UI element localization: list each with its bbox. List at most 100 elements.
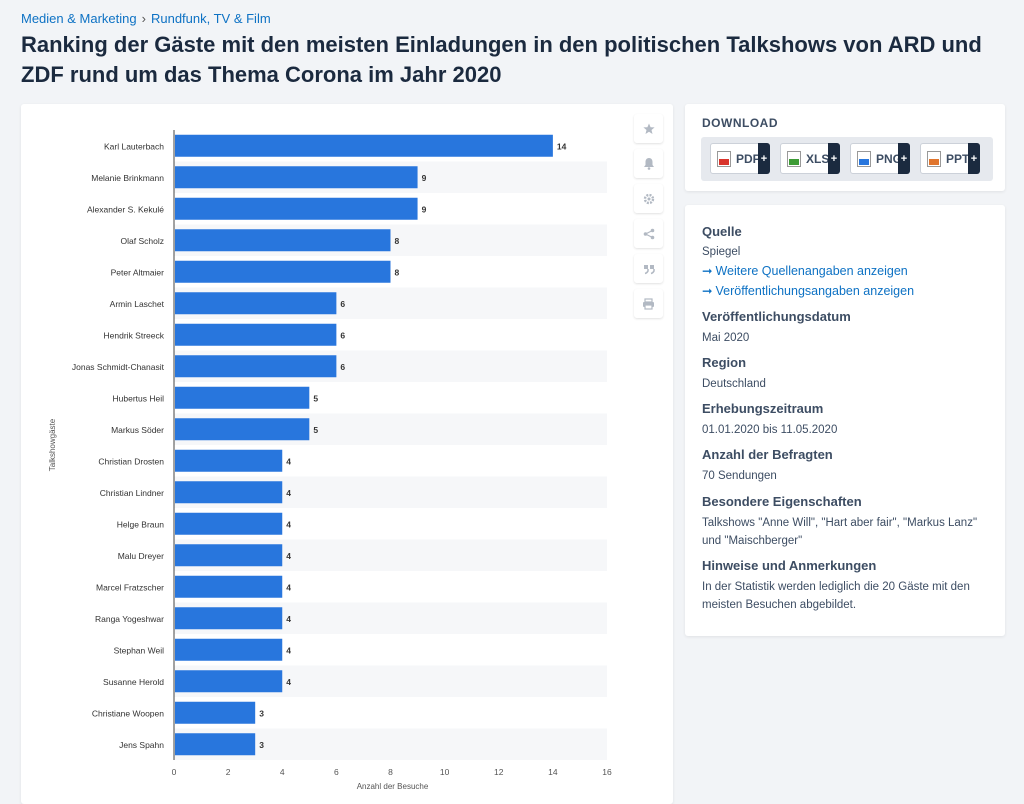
bar [175,638,283,661]
bar [175,292,337,315]
category-label: Jonas Schmidt-Chanasit [72,362,165,372]
category-label: Malu Dreyer [118,551,164,561]
category-label: Melanie Brinkmann [91,173,164,183]
category-label: Hubertus Heil [113,393,165,403]
favorite-button[interactable] [634,114,663,143]
data-label: 6 [340,362,345,372]
bar [175,386,310,409]
plus-icon: + [968,143,980,174]
region-section: Region Deutschland [702,354,992,393]
bell-icon [643,158,654,170]
data-label: 4 [286,582,291,592]
data-label: 4 [286,614,291,624]
download-png-button[interactable]: PNG + [850,143,910,174]
data-label: 4 [286,645,291,655]
special-properties-value: Talkshows "Anne Will", "Hart aber fair",… [702,517,978,547]
download-pdf-button[interactable]: PDF + [710,143,770,174]
settings-button[interactable] [634,184,663,213]
category-label: Hendrik Streeck [104,330,165,340]
category-label: Ranga Yogeshwar [95,614,164,624]
bar [175,575,283,598]
bar [175,607,283,630]
plus-icon: + [828,143,840,174]
category-label: Helge Braun [117,519,165,529]
bar [175,670,283,693]
survey-period-value: 01.01.2020 bis 11.05.2020 [702,424,838,436]
data-label: 5 [313,425,318,435]
x-tick-label: 0 [172,767,177,777]
category-label: Christiane Woopen [92,708,164,718]
download-ppt-button[interactable]: PPT + [920,143,980,174]
bar [175,166,418,189]
x-tick-label: 4 [280,767,285,777]
breadcrumb-item-rundfunk[interactable]: Rundfunk, TV & Film [150,11,271,26]
share-button[interactable] [634,219,663,248]
region-value: Deutschland [702,378,766,390]
breadcrumb-separator: › [141,11,146,26]
pdf-file-icon [717,150,731,167]
data-label: 3 [259,740,264,750]
y-axis-title: Talkshowgäste [48,418,57,471]
category-label: Jens Spahn [119,740,164,750]
download-xls-label: XLS [806,151,830,166]
star-icon [642,123,655,134]
category-label: Markus Söder [111,425,164,435]
data-label: 8 [395,267,400,277]
more-sources-link[interactable]: ➞ Weitere Quellenangaben anzeigen [702,261,992,281]
notes-value: In der Statistik werden lediglich die 20… [702,581,970,611]
data-label: 14 [557,141,567,151]
x-tick-label: 10 [440,767,450,777]
respondents-value: 70 Sendungen [702,470,777,482]
respondents-section: Anzahl der Befragten 70 Sendungen [702,446,992,485]
ppt-file-icon [927,150,941,167]
download-card: DOWNLOAD PDF + XLS + PNG + PPT + [685,104,1005,191]
data-label: 6 [340,299,345,309]
data-label: 3 [259,708,264,718]
download-pdf-label: PDF [736,151,760,166]
notification-button[interactable] [634,149,663,178]
download-xls-button[interactable]: XLS + [780,143,840,174]
x-tick-label: 14 [548,767,558,777]
category-label: Stephan Weil [114,645,165,655]
print-icon [643,297,654,310]
breadcrumb-item-medien-marketing[interactable]: Medien & Marketing [21,11,137,26]
bar [175,733,256,756]
survey-period-section: Erhebungszeitraum 01.01.2020 bis 11.05.2… [702,400,992,439]
respondents-label: Anzahl der Befragten [702,447,833,462]
download-bar: PDF + XLS + PNG + PPT + [701,137,993,181]
download-png-label: PNG [876,151,903,166]
chart-card: Karl Lauterbach 14 Melanie Brinkmann 9 Alexa… [21,104,673,804]
bar-chart: Karl Lauterbach 14 Melanie Brinkmann 9 Alexa… [48,130,612,791]
notes-label: Hinweise und Anmerkungen [702,558,877,573]
notes-section: Hinweise und Anmerkungen In der Statisti… [702,557,992,614]
bar [175,481,283,504]
bar [175,260,391,283]
x-tick-label: 12 [494,767,504,777]
publication-date-value: Mai 2020 [702,332,750,344]
page-title: Ranking der Gäste mit den meisten Einlad… [21,32,982,87]
category-label: Olaf Scholz [121,236,164,246]
bar [175,418,310,441]
category-label: Marcel Fratzscher [96,582,164,592]
arrow-right-icon: ➞ [702,264,713,278]
print-button[interactable] [634,289,663,318]
category-label: Christian Lindner [100,488,164,498]
publication-date-label: Veröffentlichungsdatum [702,309,851,324]
category-label: Peter Altmaier [111,267,165,277]
png-file-icon [857,150,871,167]
category-label: Christian Drosten [98,456,164,466]
data-label: 8 [395,236,400,246]
data-label: 6 [340,330,345,340]
category-label: Susanne Herold [103,677,164,687]
download-ppt-label: PPT [946,151,970,166]
cite-button[interactable] [634,254,663,283]
x-tick-label: 2 [226,767,231,777]
bar [175,512,283,535]
data-label: 4 [286,519,291,529]
xls-file-icon [787,150,801,167]
bar [175,701,256,724]
statistic-info-card: Quelle Spiegel ➞ Weitere Quellenangaben a… [685,205,1005,636]
publication-details-link[interactable]: ➞ Veröffentlichungsangaben anzeigen [702,281,992,301]
bar [175,197,418,220]
bar [175,544,283,567]
